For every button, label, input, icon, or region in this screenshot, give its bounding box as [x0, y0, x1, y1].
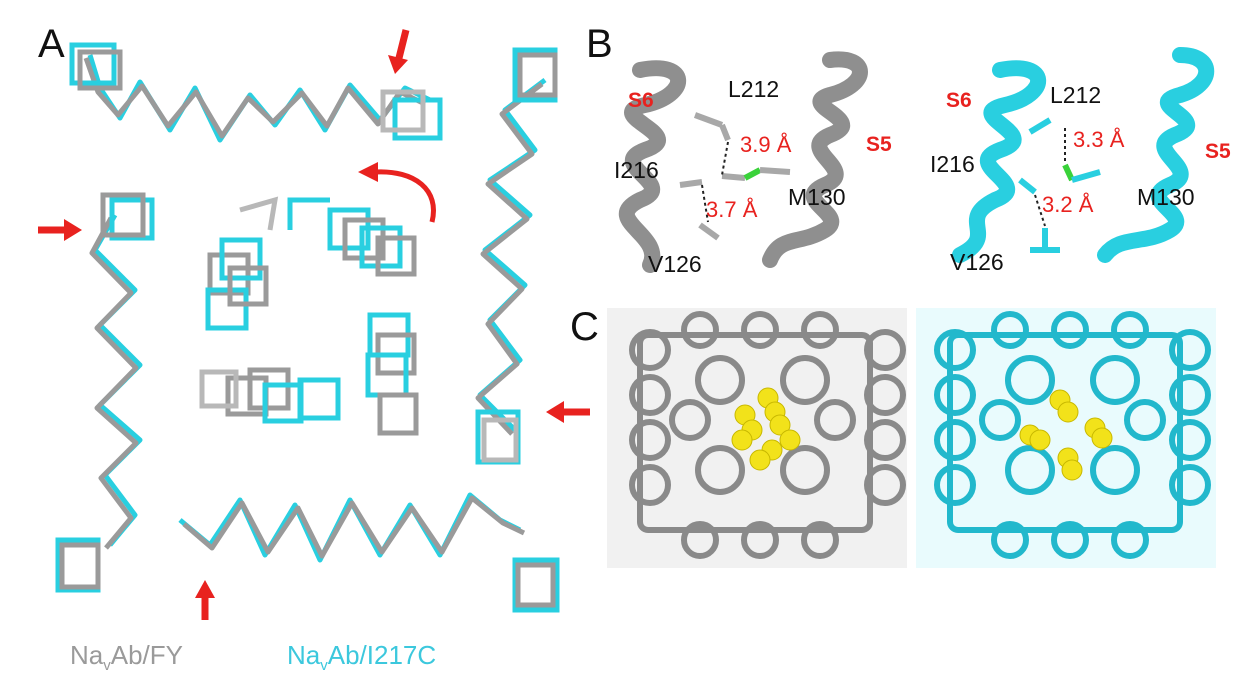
right-helix-trace	[475, 78, 547, 436]
b-right-s5-label: S5	[1205, 140, 1231, 163]
pore-helix-left	[205, 237, 269, 331]
b-left-distance-bottom: 3.7 Å	[706, 197, 758, 222]
pore-helix-bottom	[199, 367, 341, 424]
b-left-distance-top: 3.9 Å	[740, 132, 792, 157]
top-right-corner-trace	[380, 89, 443, 141]
bottom-right-corner-trace	[512, 557, 560, 613]
b-right-distance-top: 3.3 Å	[1073, 127, 1125, 152]
b-right-distance-bottom: 3.2 Å	[1042, 192, 1094, 217]
pore-helix-top-right	[239, 196, 417, 277]
bottom-helix-trace	[178, 492, 526, 563]
right-top-corner-trace	[512, 47, 558, 103]
panel-label-a: A	[38, 22, 65, 66]
red-arrow-top	[388, 29, 410, 74]
b-right-s6-label: S6	[946, 89, 972, 112]
red-arrow-left	[38, 219, 82, 241]
red-arrow-bottom	[195, 580, 215, 620]
left-top-corner-trace	[100, 192, 155, 241]
left-helix-trace	[89, 213, 143, 550]
panel-label-c: C	[570, 305, 599, 349]
top-helix-trace	[83, 54, 432, 143]
legend-gray-label: NavAb/FY	[70, 640, 183, 675]
b-right-l212-label: L212	[1050, 82, 1101, 108]
panel-c-cyan-yellow-spheres	[1019, 389, 1113, 481]
b-right-v126-label: V126	[950, 249, 1004, 275]
panel-label-b: B	[586, 22, 613, 66]
legend-cyan-label: NavAb/I217C	[287, 640, 437, 675]
b-left-m130-label: M130	[788, 184, 846, 210]
b-left-l212-label: L212	[728, 76, 779, 102]
panel-c-gray-yellow-spheres	[731, 387, 801, 471]
right-bottom-corner-trace	[475, 409, 521, 465]
b-left-s5-label: S5	[866, 133, 892, 156]
panel-b-gray-structure	[618, 51, 868, 273]
panel-c-gray-structure	[607, 308, 907, 568]
top-left-corner-trace	[69, 42, 123, 91]
b-left-v126-label: V126	[648, 251, 702, 277]
panel-b-cyan-structure	[952, 47, 1215, 263]
b-left-i216-label: I216	[614, 157, 659, 183]
pore-helix-right	[365, 312, 419, 436]
red-rotation-arrow	[358, 162, 436, 223]
panel-c-cyan-structure	[916, 308, 1216, 568]
b-right-m130-label: M130	[1137, 184, 1195, 210]
bottom-left-corner-trace	[55, 537, 101, 593]
b-right-i216-label: I216	[930, 151, 975, 177]
red-arrow-right	[546, 401, 590, 423]
b-left-s6-label: S6	[628, 89, 654, 112]
